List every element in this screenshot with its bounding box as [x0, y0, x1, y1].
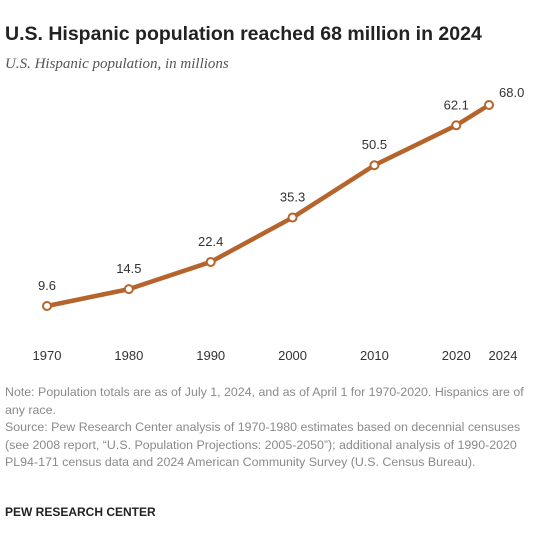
chart-subtitle: U.S. Hispanic population, in millions [5, 56, 229, 72]
chart: U.S. Hispanic population reached 68 mill… [5, 23, 524, 363]
x-tick-label: 2000 [278, 348, 307, 363]
value-label: 68.0 [499, 85, 524, 100]
point [123, 284, 134, 295]
note: Note: Population totals are as of July 1… [5, 385, 524, 417]
line [44, 102, 492, 309]
value-label: 50.5 [362, 137, 387, 152]
point [42, 301, 52, 311]
value-label: 35.3 [280, 190, 305, 205]
point [484, 100, 494, 110]
source: Source: Pew Research Center analysis of … [5, 420, 521, 469]
x-tick-label: 2020 [442, 348, 471, 363]
point [205, 256, 216, 267]
x-tick-label: 2010 [360, 348, 389, 363]
credit: PEW RESEARCH CENTER [5, 505, 156, 519]
value-label: 9.6 [38, 278, 56, 293]
x-tick-label: 1980 [114, 348, 143, 363]
x-tick-label: 1990 [196, 348, 225, 363]
point [451, 120, 462, 131]
point [287, 212, 298, 223]
x-tick-label: 1970 [33, 348, 62, 363]
value-label: 22.4 [198, 234, 223, 249]
point [369, 160, 380, 171]
notes: Note: Population totals are as of July 1… [5, 384, 545, 472]
value-label: 62.1 [444, 97, 469, 112]
chart-title: U.S. Hispanic population reached 68 mill… [5, 23, 482, 45]
x-tick-label: 2024 [489, 348, 518, 363]
value-label: 14.5 [116, 261, 141, 276]
